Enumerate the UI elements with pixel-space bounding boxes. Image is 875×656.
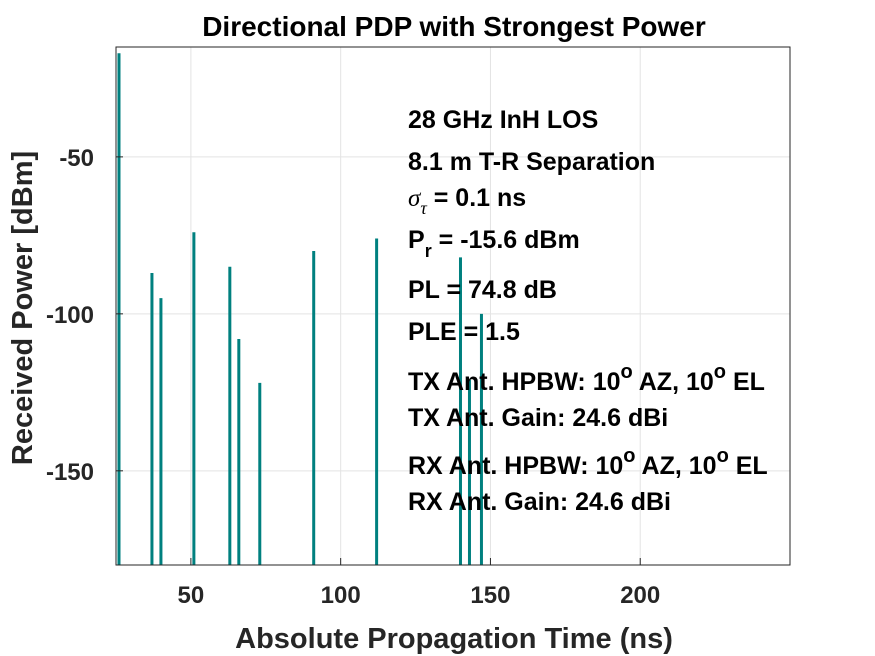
chart-title: Directional PDP with Strongest Power (202, 11, 706, 42)
delay-spread-value: = 0.1 ns (427, 184, 526, 212)
rx-degree-2: o (717, 445, 729, 467)
axes-box (115, 46, 791, 566)
y-tick-label: -150 (46, 459, 94, 486)
y-tick-label: -50 (59, 145, 94, 172)
pr-value: = -15.6 dBm (432, 226, 580, 254)
sigma-symbol: σ (408, 185, 422, 212)
annotation-block: 28 GHz InH LOS 8.1 m T-R Separation στ =… (408, 106, 768, 516)
tx-hpbw-c: EL (726, 368, 765, 396)
anno-tr-separation: 8.1 m T-R Separation (408, 148, 655, 176)
tx-degree-1: o (621, 361, 633, 383)
y-tick-label: -100 (46, 302, 94, 329)
power-bars (117, 53, 483, 565)
pr-subscript: r (425, 241, 432, 261)
tx-degree-2: o (714, 361, 726, 383)
x-tick-label: 50 (178, 582, 205, 609)
tx-hpbw-b: AZ, 10 (633, 368, 714, 396)
rx-hpbw-a: RX Ant. HPBW: 10 (408, 452, 623, 480)
x-tick-label: 100 (321, 582, 361, 609)
anno-tx-hpbw: TX Ant. HPBW: 10o AZ, 10o EL (408, 361, 765, 396)
axis-ticks: 50 100 150 200 -50 -100 -150 (46, 145, 660, 609)
tx-hpbw-a: TX Ant. HPBW: 10 (408, 368, 621, 396)
tau-subscript: τ (420, 198, 427, 218)
x-tick-label: 150 (470, 582, 510, 609)
y-axis-label: Received Power [dBm] (7, 151, 39, 465)
anno-frequency-scenario: 28 GHz InH LOS (408, 106, 598, 134)
x-axis-label: Absolute Propagation Time (ns) (235, 623, 673, 655)
rx-hpbw-c: EL (729, 452, 768, 480)
rx-hpbw-b: AZ, 10 (636, 452, 717, 480)
pr-symbol: P (408, 226, 425, 254)
anno-tx-gain: TX Ant. Gain: 24.6 dBi (408, 404, 668, 432)
anno-rx-gain: RX Ant. Gain: 24.6 dBi (408, 488, 671, 516)
anno-path-loss: PL = 74.8 dB (408, 276, 557, 304)
x-tick-label: 200 (620, 582, 660, 609)
anno-ple: PLE = 1.5 (408, 318, 520, 346)
anno-received-power: Pr = -15.6 dBm (408, 226, 580, 261)
anno-rx-hpbw: RX Ant. HPBW: 10o AZ, 10o EL (408, 445, 768, 480)
anno-rms-delay-spread: στ = 0.1 ns (408, 184, 526, 218)
rx-degree-1: o (623, 445, 635, 467)
